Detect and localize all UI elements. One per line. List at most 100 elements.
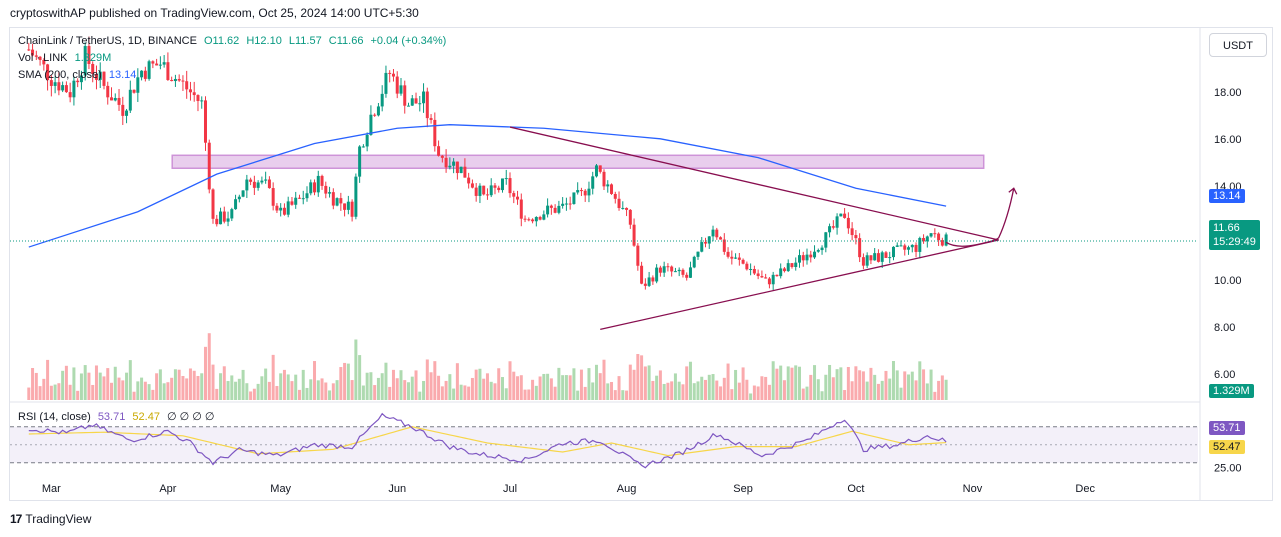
- volume-bar: [561, 375, 565, 400]
- volume-bar: [388, 386, 392, 400]
- volume-bar: [31, 368, 35, 400]
- volume-bar: [185, 378, 189, 400]
- candle-body: [158, 64, 162, 66]
- close-value: C11.66: [328, 35, 364, 47]
- volume-bar: [316, 380, 320, 400]
- candle-body: [519, 199, 523, 219]
- volume-bar: [117, 377, 121, 400]
- candle-body: [797, 255, 801, 263]
- candle-body: [132, 89, 136, 93]
- candle-body: [523, 218, 527, 220]
- currency-button[interactable]: USDT: [1209, 33, 1267, 57]
- candle-body: [414, 98, 418, 104]
- candle-body: [418, 103, 422, 105]
- candle-body: [200, 100, 204, 102]
- high-value: H12.10: [246, 35, 282, 47]
- volume-bar: [564, 375, 568, 400]
- rsi-label[interactable]: RSI (14, close): [18, 411, 91, 423]
- volume-bar: [433, 361, 437, 400]
- candle-body: [557, 205, 561, 213]
- volume-bar: [234, 381, 238, 400]
- candle-body: [606, 184, 610, 187]
- candle-body: [403, 85, 407, 106]
- candle-body: [391, 73, 395, 77]
- candle-body: [602, 171, 606, 187]
- candle-body: [407, 105, 411, 107]
- candle-body: [358, 146, 362, 177]
- volume-bar: [816, 379, 820, 400]
- bar-countdown: 15:29:49: [1213, 236, 1256, 248]
- volume-bar: [128, 360, 132, 400]
- candle-body: [809, 254, 813, 258]
- candle-body: [516, 196, 520, 200]
- candle-body: [531, 219, 535, 222]
- volume-bar: [42, 378, 46, 400]
- volume-tag: 1.329M: [1209, 384, 1254, 398]
- candle-body: [106, 85, 110, 98]
- volume-bar: [839, 367, 843, 400]
- volume-bar: [68, 384, 72, 400]
- volume-bar: [782, 380, 786, 400]
- candle-body: [155, 63, 159, 66]
- candle-body: [46, 64, 50, 81]
- volume-bar: [534, 385, 538, 400]
- volume-label[interactable]: Vol · LINK: [18, 52, 68, 64]
- candle-body: [771, 274, 775, 285]
- candle-body: [68, 92, 72, 98]
- candle-body: [873, 253, 877, 261]
- candle-body: [839, 213, 843, 217]
- volume-bar: [628, 364, 632, 400]
- candle-body: [944, 234, 948, 246]
- volume-bar: [61, 370, 65, 400]
- volume-bar: [557, 367, 561, 400]
- candle-body: [707, 236, 711, 244]
- candle-body: [816, 250, 820, 252]
- volume-bar: [707, 374, 711, 400]
- volume-bar: [331, 383, 335, 400]
- volume-bar: [343, 362, 347, 400]
- candle-body: [125, 110, 129, 116]
- x-tick-label: Jul: [503, 483, 517, 495]
- candle-body: [632, 224, 636, 246]
- volume-bar: [715, 380, 719, 400]
- candle-body: [350, 201, 354, 217]
- tradingview-footer[interactable]: 17 TradingView: [10, 512, 91, 526]
- candle-body: [617, 198, 621, 209]
- symbol-legend: ChainLink / TetherUS, 1D, BINANCE O11.62…: [18, 35, 450, 47]
- volume-bar: [173, 369, 177, 400]
- volume-bar: [685, 366, 689, 400]
- candle-body: [869, 255, 873, 261]
- candle-body: [700, 242, 704, 252]
- volume-bar: [651, 380, 655, 400]
- candle-body: [865, 255, 869, 266]
- volume-bar: [463, 385, 467, 400]
- volume-bar: [572, 368, 576, 400]
- candle-body: [752, 269, 756, 274]
- candle-body: [395, 76, 399, 94]
- candle-body: [670, 266, 674, 272]
- volume-bar: [478, 368, 482, 400]
- candle-body: [591, 176, 595, 189]
- volume-bar: [369, 372, 373, 400]
- volume-bar: [196, 375, 200, 400]
- volume-bar: [79, 373, 83, 400]
- candle-body: [666, 266, 670, 268]
- volume-bar: [403, 380, 407, 400]
- volume-legend: Vol · LINK 1.329M: [18, 52, 115, 64]
- volume-bar: [110, 382, 114, 400]
- volume-bar: [553, 386, 557, 400]
- volume-bar: [500, 377, 504, 400]
- candle-body: [264, 179, 268, 181]
- candle-body: [297, 197, 301, 199]
- candle-body: [219, 211, 223, 225]
- y-tick-label: 16.00: [1214, 134, 1242, 146]
- candle-body: [83, 46, 87, 76]
- sma-label[interactable]: SMA (200, close): [18, 69, 102, 81]
- volume-bar: [324, 382, 328, 400]
- volume-bar: [252, 388, 256, 400]
- candle-body: [640, 265, 644, 284]
- symbol-name[interactable]: ChainLink / TetherUS, 1D, BINANCE: [18, 35, 197, 47]
- candle-body: [117, 97, 121, 105]
- volume-bar: [903, 371, 907, 400]
